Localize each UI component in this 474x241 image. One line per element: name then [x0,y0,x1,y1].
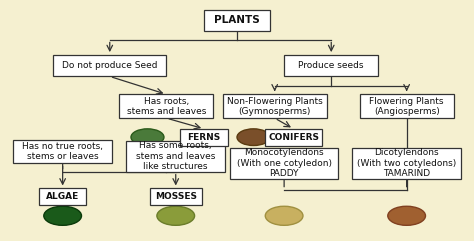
Circle shape [237,129,270,146]
FancyBboxPatch shape [223,94,327,118]
Text: Do not produce Seed: Do not produce Seed [62,61,157,70]
Text: MOSSES: MOSSES [155,192,197,201]
FancyBboxPatch shape [181,129,228,146]
Text: Monocotylendons
(With one cotyledon)
PADDY: Monocotylendons (With one cotyledon) PAD… [237,148,332,178]
FancyBboxPatch shape [13,140,112,163]
Circle shape [388,206,426,225]
Text: Non-Flowering Plants
(Gymnosperms): Non-Flowering Plants (Gymnosperms) [227,96,323,116]
Circle shape [131,129,164,146]
FancyBboxPatch shape [39,188,86,205]
Text: CONIFERS: CONIFERS [268,133,319,142]
FancyBboxPatch shape [359,94,454,118]
Text: Has no true roots,
stems or leaves: Has no true roots, stems or leaves [22,142,103,161]
FancyBboxPatch shape [53,55,166,76]
FancyBboxPatch shape [284,55,378,76]
FancyBboxPatch shape [204,10,270,31]
Text: Flowering Plants
(Angiosperms): Flowering Plants (Angiosperms) [369,96,444,116]
FancyBboxPatch shape [126,141,225,172]
Circle shape [265,206,303,225]
Text: Has roots,
stems and leaves: Has roots, stems and leaves [127,96,206,116]
FancyBboxPatch shape [230,148,338,179]
Text: ALGAE: ALGAE [46,192,79,201]
FancyBboxPatch shape [119,94,213,118]
Circle shape [157,206,195,225]
Text: FERNS: FERNS [187,133,220,142]
Circle shape [44,206,82,225]
FancyBboxPatch shape [265,129,322,146]
Text: PLANTS: PLANTS [214,15,260,26]
FancyBboxPatch shape [353,148,461,179]
Text: Dicotylendons
(With two cotyledons)
TAMARIND: Dicotylendons (With two cotyledons) TAMA… [357,148,456,178]
Text: Has some roots,
stems and leaves
like structures: Has some roots, stems and leaves like st… [136,141,215,171]
Text: Produce seeds: Produce seeds [299,61,364,70]
FancyBboxPatch shape [150,188,201,205]
